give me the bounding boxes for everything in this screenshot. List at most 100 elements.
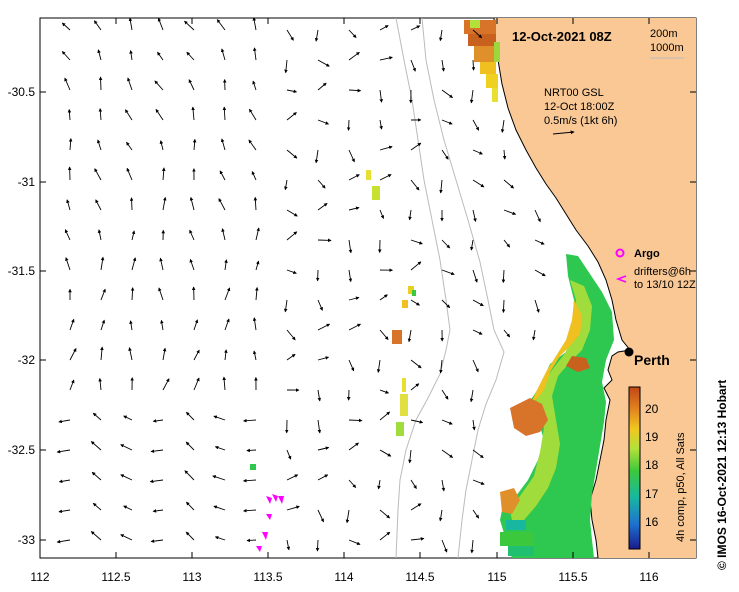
current-vector — [157, 18, 164, 31]
current-vector — [252, 18, 257, 31]
current-vector — [123, 415, 133, 421]
depth-legend-200m: 200m — [650, 28, 678, 40]
current-vector — [348, 296, 360, 301]
current-vector — [92, 502, 102, 511]
current-vector — [120, 474, 133, 481]
isobath-1000m — [395, 18, 451, 558]
current-vector — [348, 418, 363, 423]
current-vector — [64, 229, 71, 241]
current-vector — [410, 59, 416, 72]
current-vector — [159, 257, 164, 271]
x-tick-label: 113.5 — [253, 570, 282, 584]
y-axis-ticks: -30.5 -31 -31.5 -32 -32.5 -33 — [8, 85, 696, 547]
current-vector — [94, 168, 102, 181]
current-vector — [348, 442, 359, 451]
current-vector — [379, 449, 392, 457]
coastline — [493, 18, 631, 558]
current-vector — [69, 379, 75, 391]
current-vector — [246, 448, 257, 453]
current-vector — [346, 119, 351, 131]
x-tick-label: 112.5 — [101, 570, 130, 584]
current-vector — [186, 51, 195, 61]
current-vector — [189, 229, 195, 241]
current-vector — [128, 347, 133, 361]
current-vector — [90, 531, 102, 541]
current-vector — [314, 149, 319, 164]
current-vector — [255, 286, 259, 301]
current-vector — [503, 179, 515, 189]
x-tick-label: 115 — [487, 570, 506, 584]
current-vector — [243, 508, 257, 513]
current-vector — [410, 479, 417, 490]
current-vector — [243, 418, 257, 423]
current-vector — [348, 206, 360, 211]
current-vector — [255, 227, 260, 241]
x-tick-label: 115.5 — [558, 570, 587, 584]
current-vector — [61, 51, 71, 61]
current-vector — [188, 79, 195, 91]
current-vector — [500, 119, 505, 133]
current-vector — [158, 287, 164, 301]
current-vector — [471, 59, 476, 71]
current-vector — [472, 29, 483, 39]
current-vector — [152, 509, 164, 513]
current-vector — [286, 539, 291, 551]
current-vector — [472, 479, 485, 485]
current-vector — [252, 80, 257, 91]
current-vector — [193, 349, 200, 361]
isobath-200m — [421, 18, 505, 558]
colorbar-caption: 4h comp, p50, All Sats — [675, 432, 687, 542]
current-vector — [379, 509, 391, 519]
current-vector — [377, 479, 381, 490]
current-vector — [131, 230, 136, 241]
sst-patch-north — [464, 20, 500, 102]
current-vector — [286, 231, 298, 241]
current-vector — [162, 196, 167, 211]
current-vector — [242, 478, 257, 483]
current-vector — [317, 82, 327, 91]
current-vector — [379, 89, 383, 103]
current-vector — [100, 319, 106, 331]
current-vector — [286, 89, 298, 94]
current-vector — [438, 29, 443, 42]
current-vector — [68, 138, 73, 151]
current-vector — [61, 22, 71, 31]
current-vector — [193, 377, 200, 391]
current-vector — [469, 389, 474, 403]
current-vector — [379, 25, 389, 31]
current-vector — [125, 109, 133, 121]
current-vector — [441, 149, 449, 160]
current-vector — [379, 389, 390, 394]
current-vector — [379, 174, 392, 181]
current-vector — [314, 29, 319, 42]
current-vector — [248, 139, 257, 151]
current-vector — [157, 51, 164, 61]
current-vector — [379, 145, 393, 151]
current-vector — [222, 376, 226, 391]
current-vector — [221, 228, 226, 241]
current-vector — [379, 56, 393, 61]
current-vector — [441, 449, 454, 458]
current-vector — [317, 419, 322, 434]
current-vector — [348, 239, 353, 254]
current-vector — [410, 419, 424, 424]
city-marker — [624, 347, 634, 357]
current-vector — [317, 119, 330, 125]
current-vector — [185, 411, 195, 421]
current-source-label: NRT00 GSL — [544, 87, 604, 99]
colorbar-tick: 17 — [645, 487, 659, 501]
current-vector — [123, 505, 133, 511]
y-tick-label: -31.5 — [8, 264, 36, 278]
x-tick-label: 112 — [30, 570, 49, 584]
current-vector — [408, 449, 412, 464]
current-vector — [213, 415, 226, 421]
current-vector — [97, 229, 102, 241]
current-vector — [534, 299, 540, 313]
current-vector — [162, 378, 170, 391]
current-vector — [441, 269, 455, 276]
current-vector — [162, 347, 167, 361]
current-vector — [150, 539, 164, 543]
current-vector — [441, 389, 449, 400]
current-vector-field — [56, 18, 546, 554]
